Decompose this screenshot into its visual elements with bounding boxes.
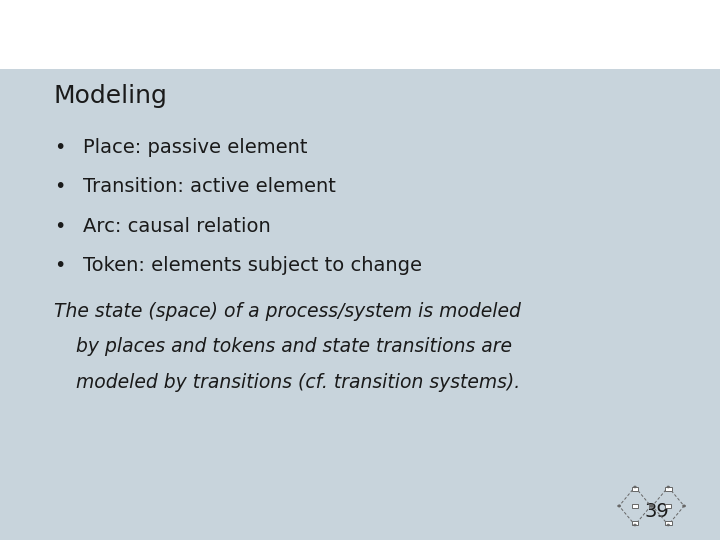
Circle shape xyxy=(634,486,636,488)
Bar xyxy=(665,521,672,525)
Text: Token: elements subject to change: Token: elements subject to change xyxy=(83,256,422,275)
Text: •: • xyxy=(54,138,66,157)
Circle shape xyxy=(650,505,653,507)
Text: •: • xyxy=(54,256,66,275)
Bar xyxy=(665,504,671,508)
Circle shape xyxy=(667,486,670,488)
Text: modeled by transitions (cf. transition systems).: modeled by transitions (cf. transition s… xyxy=(76,373,520,392)
Circle shape xyxy=(667,524,670,526)
Bar xyxy=(632,504,638,508)
Text: 39: 39 xyxy=(645,502,670,521)
Text: Transition: active element: Transition: active element xyxy=(83,177,336,196)
Circle shape xyxy=(634,524,636,526)
Text: The state (space) of a process/system is modeled: The state (space) of a process/system is… xyxy=(54,302,521,321)
Text: •: • xyxy=(54,217,66,235)
Bar xyxy=(631,487,639,491)
Text: by places and tokens and state transitions are: by places and tokens and state transitio… xyxy=(76,338,512,356)
Text: Place: passive element: Place: passive element xyxy=(83,138,307,157)
Text: Modeling: Modeling xyxy=(54,84,168,107)
Text: •: • xyxy=(54,177,66,196)
Circle shape xyxy=(683,505,685,507)
Circle shape xyxy=(618,505,621,507)
Circle shape xyxy=(649,505,652,507)
Bar xyxy=(665,487,672,491)
Text: Arc: causal relation: Arc: causal relation xyxy=(83,217,271,235)
Circle shape xyxy=(651,505,654,507)
Bar xyxy=(0,69,720,540)
Bar xyxy=(0,0,720,69)
Bar xyxy=(631,521,639,525)
